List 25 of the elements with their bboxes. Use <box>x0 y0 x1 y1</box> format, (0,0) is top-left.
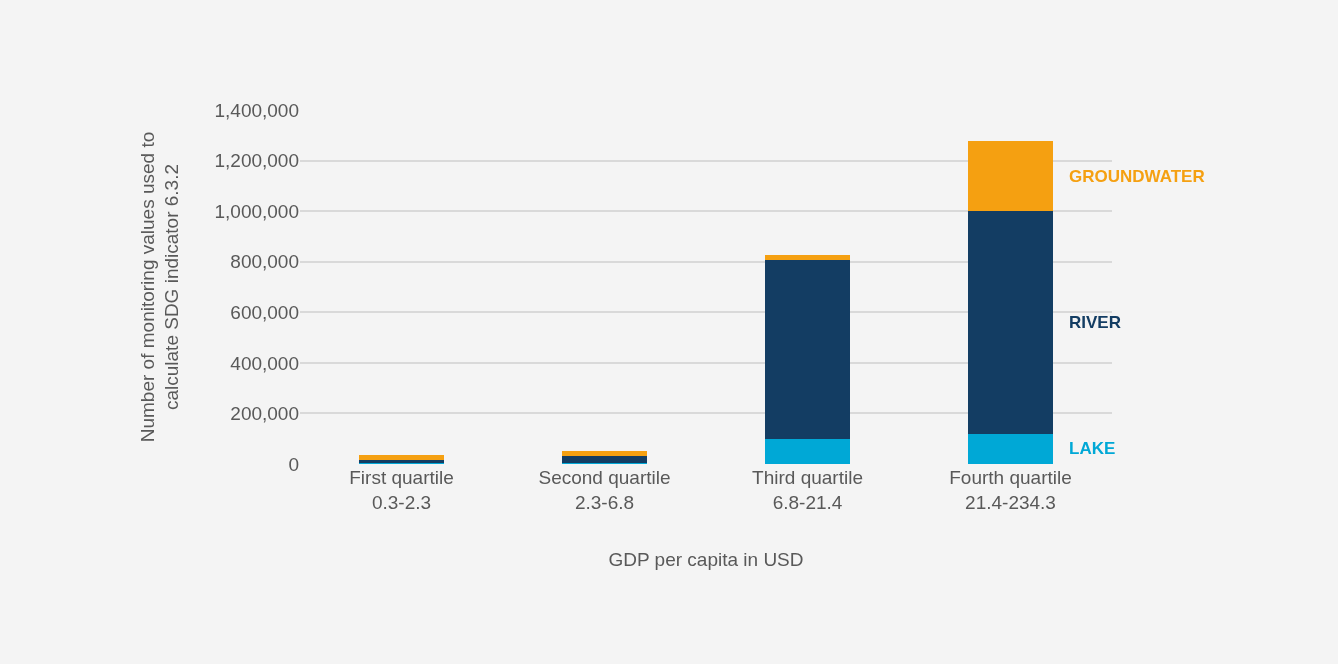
x-tick-label: First quartile 0.3-2.3 <box>349 467 454 513</box>
y-axis-title: Number of monitoring values used to calculate SDG indicator 6.3.2 <box>136 131 183 443</box>
y-tick-label: 1,200,000 <box>214 150 299 172</box>
bar <box>358 455 445 460</box>
y-tick-label: 600,000 <box>230 301 299 323</box>
y-tick-label: 800,000 <box>230 251 299 273</box>
bar <box>764 438 851 464</box>
y-tick-label: 0 <box>288 453 299 475</box>
y-tick-label: 400,000 <box>230 352 299 374</box>
bar <box>967 140 1054 212</box>
x-tick-label: Fourth quartile 21.4-234.3 <box>949 467 1072 513</box>
x-axis-title: GDP per capita in USD <box>608 548 804 570</box>
series-label: LAKE <box>1069 439 1116 458</box>
bar <box>561 451 648 456</box>
y-tick-label: 200,000 <box>230 403 299 425</box>
bar <box>764 260 851 439</box>
bar <box>967 211 1054 434</box>
y-tick-label: 1,400,000 <box>214 99 299 121</box>
y-tick-label: 1,000,000 <box>214 200 299 222</box>
series-label: GROUNDWATER <box>1069 167 1205 186</box>
series-label: RIVER <box>1069 313 1121 332</box>
bar <box>967 433 1054 464</box>
bar <box>561 455 648 464</box>
x-tick-label: Third quartile 6.8-21.4 <box>752 467 863 513</box>
x-tick-label: Second quartile 2.3-6.8 <box>538 467 671 513</box>
